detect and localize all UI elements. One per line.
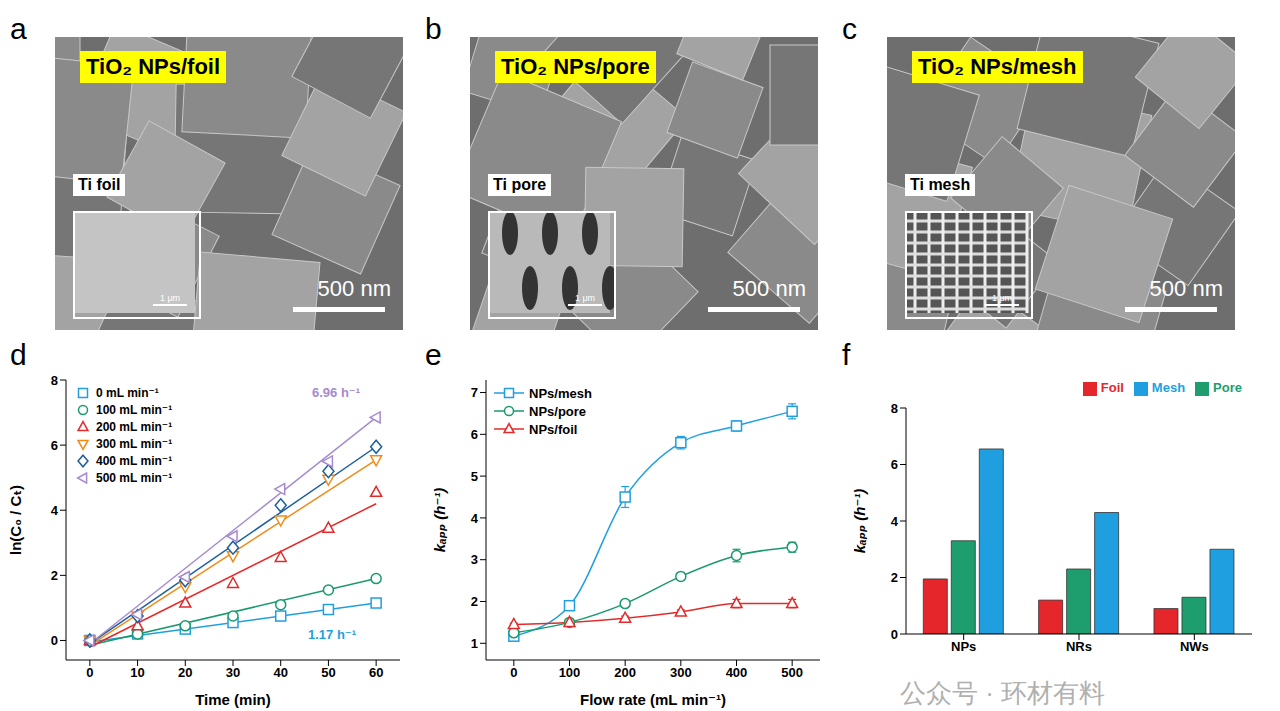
svg-text:10: 10 <box>130 665 144 680</box>
svg-text:0: 0 <box>51 633 58 648</box>
svg-text:5: 5 <box>471 469 478 484</box>
svg-text:2: 2 <box>51 568 58 583</box>
html-text:b: b <box>425 12 442 45</box>
svg-text:300: 300 <box>670 665 692 680</box>
html-text:400 mL min⁻¹: 400 mL min⁻¹ <box>96 453 173 468</box>
svg-text:200: 200 <box>614 665 636 680</box>
svg-text:6: 6 <box>51 438 58 453</box>
html-text:NPs/mesh: NPs/mesh <box>529 385 592 401</box>
html-text:TiO₂ NPs/mesh: TiO₂ NPs/mesh <box>918 54 1077 79</box>
svg-text:100: 100 <box>559 665 581 680</box>
svg-text:4: 4 <box>471 511 479 526</box>
svg-text:2: 2 <box>891 570 898 585</box>
html-text:TiO₂ NPs/foil: TiO₂ NPs/foil <box>86 54 221 79</box>
html-text:500 nm: 500 nm <box>732 276 806 301</box>
html-text:1.17 h⁻¹: 1.17 h⁻¹ <box>308 627 356 642</box>
svg-text:1 μm: 1 μm <box>160 293 180 303</box>
html-text:NPs/pore: NPs/pore <box>529 403 587 419</box>
html-text:0 mL min⁻¹: 0 mL min⁻¹ <box>96 385 159 400</box>
svg-text:1 μm: 1 μm <box>575 293 595 303</box>
html-text:100 mL min⁻¹: 100 mL min⁻¹ <box>96 402 173 417</box>
html-text:500 nm: 500 nm <box>317 276 391 301</box>
svg-text:1 μm: 1 μm <box>992 293 1012 303</box>
html-text:TiO₂ NPs/pore: TiO₂ NPs/pore <box>501 54 650 79</box>
svg-text:500: 500 <box>781 665 803 680</box>
html-text:f: f <box>842 338 851 371</box>
svg-text:0: 0 <box>891 627 898 642</box>
html-text:d: d <box>10 338 27 371</box>
svg-text:Flow rate (mL min⁻¹): Flow rate (mL min⁻¹) <box>580 691 726 708</box>
svg-text:4: 4 <box>51 503 59 518</box>
html-text:300 mL min⁻¹: 300 mL min⁻¹ <box>96 436 173 451</box>
html-text:a: a <box>10 12 27 45</box>
html-text:Ti pore: Ti pore <box>493 176 546 193</box>
svg-text:2: 2 <box>471 594 478 609</box>
html-text:c: c <box>842 12 857 45</box>
svg-text:kₐₚₚ (h⁻¹): kₐₚₚ (h⁻¹) <box>851 489 868 554</box>
html-text:200 mL min⁻¹: 200 mL min⁻¹ <box>96 419 173 434</box>
svg-text:0: 0 <box>86 665 93 680</box>
svg-text:1: 1 <box>471 636 478 651</box>
svg-text:20: 20 <box>178 665 192 680</box>
svg-text:kₐₚₚ (h⁻¹): kₐₚₚ (h⁻¹) <box>431 488 448 553</box>
html-text:公众号 · 环材有料: 公众号 · 环材有料 <box>900 678 1106 708</box>
svg-text:6: 6 <box>891 457 898 472</box>
svg-text:4: 4 <box>891 514 899 529</box>
html-text:6.96 h⁻¹: 6.96 h⁻¹ <box>312 385 360 400</box>
html-text:Ti foil: Ti foil <box>78 176 121 193</box>
html-text:Ti mesh: Ti mesh <box>910 176 971 193</box>
svg-text:7: 7 <box>471 385 478 400</box>
html-text:500 mL min⁻¹: 500 mL min⁻¹ <box>96 470 173 485</box>
svg-text:NPs: NPs <box>951 639 976 654</box>
svg-text:50: 50 <box>321 665 335 680</box>
svg-text:3: 3 <box>471 552 478 567</box>
svg-text:NWs: NWs <box>1180 639 1209 654</box>
svg-text:ln(C₀ / Cₜ): ln(C₀ / Cₜ) <box>8 485 24 555</box>
svg-text:6: 6 <box>471 427 478 442</box>
svg-text:0: 0 <box>510 665 517 680</box>
svg-text:8: 8 <box>891 401 898 416</box>
html-text:Foil: Foil <box>1100 380 1124 395</box>
svg-text:Time (min): Time (min) <box>195 691 271 708</box>
svg-text:400: 400 <box>726 665 748 680</box>
svg-text:NRs: NRs <box>1066 639 1092 654</box>
svg-text:60: 60 <box>369 665 383 680</box>
html-text:Pore: Pore <box>1213 380 1242 395</box>
html-text:e: e <box>425 338 442 371</box>
svg-text:40: 40 <box>273 665 287 680</box>
svg-text:30: 30 <box>226 665 240 680</box>
html-text:500 nm: 500 nm <box>1149 276 1223 301</box>
svg-text:8: 8 <box>51 373 58 388</box>
html-text:Mesh: Mesh <box>1151 380 1186 395</box>
html-text:NPs/foil: NPs/foil <box>529 421 578 437</box>
